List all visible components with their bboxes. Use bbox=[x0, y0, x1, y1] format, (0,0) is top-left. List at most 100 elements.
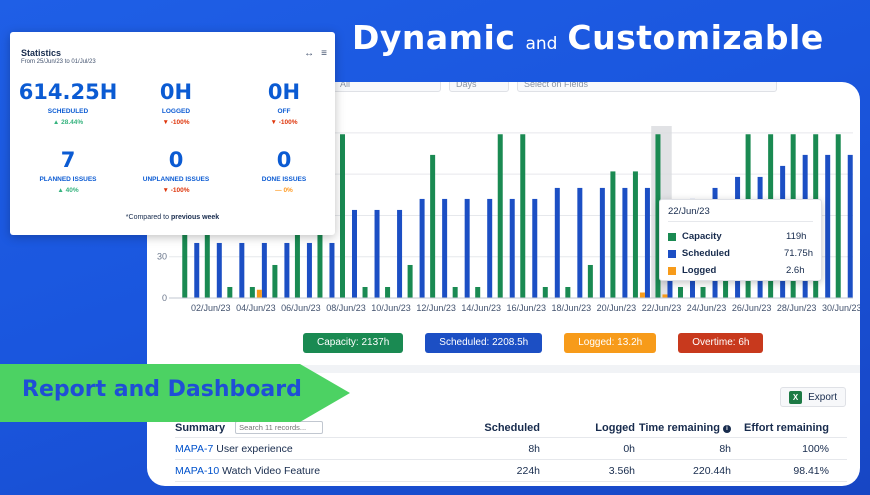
stat-value: 0 bbox=[168, 148, 184, 172]
stat-done-issues: 0 DONE ISSUES — 0% bbox=[230, 148, 338, 194]
search-input[interactable] bbox=[235, 421, 324, 434]
cell-time-remaining: 8h bbox=[719, 442, 731, 455]
x-tick-label: 24/Jun/23 bbox=[687, 303, 727, 313]
statistics-range: From 25/Jun/23 to 01/Jul/23 bbox=[21, 59, 96, 65]
comparison-note-period: previous week bbox=[170, 214, 220, 221]
col-time-remaining[interactable]: Time remaining i bbox=[635, 422, 731, 434]
bar-capacity bbox=[678, 286, 683, 298]
tooltip-row-capacity: Capacity 119h bbox=[668, 228, 813, 245]
tooltip-row-value: 71.75h bbox=[783, 248, 813, 259]
bar-scheduled bbox=[509, 198, 515, 298]
stat-off: 0H OFF ▼ -100% bbox=[230, 80, 338, 126]
bar-capacity bbox=[362, 286, 368, 298]
excel-icon: X bbox=[789, 390, 803, 404]
x-tick-label: 04/Jun/23 bbox=[236, 303, 276, 313]
col-logged[interactable]: Logged bbox=[595, 421, 635, 434]
comparison-note-prefix: *Compared to bbox=[125, 214, 169, 221]
bar-scheduled bbox=[194, 242, 200, 298]
info-icon[interactable]: i bbox=[723, 424, 731, 433]
filter-period[interactable]: Days bbox=[449, 82, 509, 92]
bar-capacity bbox=[249, 286, 255, 298]
bar-scheduled bbox=[464, 198, 470, 298]
stat-change: ▲ 28.44% bbox=[52, 119, 84, 126]
stat-label: DONE ISSUES bbox=[261, 176, 307, 183]
expand-icon[interactable]: ↔ bbox=[304, 48, 315, 59]
bar-capacity bbox=[587, 264, 593, 298]
tooltip-row-scheduled: Scheduled 71.75h bbox=[668, 245, 813, 262]
legend-pill-capacity[interactable]: Capacity: 2137h bbox=[303, 333, 404, 353]
bar-capacity bbox=[700, 286, 706, 298]
bar-capacity bbox=[452, 286, 458, 298]
issue-cell: MAPA-10 Watch Video Feature bbox=[175, 465, 320, 477]
bar-scheduled bbox=[644, 187, 650, 298]
x-tick-label: 22/Jun/23 bbox=[642, 303, 682, 313]
tooltip-row-logged: Logged 2.6h bbox=[668, 262, 813, 279]
headline-word-customizable: Customizable bbox=[567, 18, 824, 57]
stat-scheduled: 614.25H SCHEDULED ▲ 28.44% bbox=[14, 80, 122, 126]
stat-change: — 0% bbox=[275, 187, 293, 194]
bar-scheduled bbox=[442, 198, 448, 298]
bar-capacity bbox=[610, 171, 616, 298]
x-tick-label: 10/Jun/23 bbox=[371, 303, 411, 313]
summary-table: Summary Scheduled Logged Time remaining … bbox=[175, 418, 847, 482]
x-tick-label: 06/Jun/23 bbox=[281, 303, 321, 313]
filter-fields[interactable]: Select on Fields bbox=[517, 82, 777, 92]
x-tick-label: 14/Jun/23 bbox=[461, 303, 501, 313]
capacity-swatch bbox=[668, 232, 676, 241]
statistics-card: Statistics From 25/Jun/23 to 01/Jul/23 ↔… bbox=[10, 32, 335, 235]
bar-logged bbox=[662, 294, 668, 298]
tooltip-date: 22/Jun/23 bbox=[668, 206, 813, 222]
bar-capacity bbox=[723, 264, 729, 298]
tooltip-row-label: Scheduled bbox=[681, 248, 730, 259]
issue-key-link[interactable]: MAPA-10 bbox=[175, 464, 220, 477]
issue-title: Watch Video Feature bbox=[222, 464, 321, 477]
col-effort-remaining[interactable]: Effort remaining bbox=[744, 421, 829, 434]
export-button[interactable]: X Export bbox=[780, 387, 846, 407]
stat-value: 0H bbox=[159, 80, 193, 104]
bar-scheduled bbox=[847, 154, 853, 298]
bar-capacity bbox=[340, 134, 345, 298]
cell-logged: 3.56h bbox=[608, 464, 635, 477]
x-tick-label: 08/Jun/23 bbox=[326, 303, 366, 313]
y-tick-label: 30 bbox=[157, 252, 167, 262]
stat-label: PLANNED ISSUES bbox=[39, 176, 97, 183]
bar-capacity bbox=[542, 286, 548, 298]
table-row: MAPA-7 User experience 8h 0h 8h 100% bbox=[175, 438, 847, 460]
stat-change: ▼ -100% bbox=[270, 119, 298, 126]
stat-planned-issues: 7 PLANNED ISSUES ▲ 40% bbox=[14, 148, 122, 194]
menu-icon[interactable]: ≡ bbox=[321, 48, 327, 59]
bar-scheduled bbox=[622, 187, 628, 298]
stat-label: SCHEDULED bbox=[47, 108, 89, 115]
bar-scheduled bbox=[329, 242, 335, 298]
bar-scheduled bbox=[554, 187, 560, 298]
cell-effort-remaining: 98.41% bbox=[793, 464, 829, 477]
cell-scheduled: 224h bbox=[516, 464, 540, 477]
stat-value: 7 bbox=[60, 148, 76, 172]
headline-and: and bbox=[525, 34, 558, 54]
tooltip-row-value: 2.6h bbox=[786, 265, 805, 276]
tooltip-row-label: Logged bbox=[682, 265, 717, 276]
bar-scheduled bbox=[487, 198, 493, 298]
issue-key-link[interactable]: MAPA-7 bbox=[175, 442, 214, 455]
y-tick-label: 0 bbox=[162, 293, 167, 303]
legend-pill-overtime[interactable]: Overtime: 6h bbox=[678, 333, 764, 353]
stat-change: ▼ -100% bbox=[162, 119, 190, 126]
bar-capacity bbox=[520, 134, 526, 298]
filter-bar: All Days Select on Fields bbox=[147, 82, 860, 108]
bar-capacity bbox=[385, 286, 391, 298]
tooltip-row-label: Capacity bbox=[682, 231, 722, 242]
bar-scheduled bbox=[374, 209, 380, 298]
bar-scheduled bbox=[599, 187, 605, 298]
bar-scheduled bbox=[306, 242, 312, 298]
legend-pill-scheduled[interactable]: Scheduled: 2208.5h bbox=[425, 333, 543, 353]
chart-legend: Capacity: 2137h Scheduled: 2208.5h Logge… bbox=[303, 333, 764, 353]
col-scheduled[interactable]: Scheduled bbox=[484, 421, 540, 434]
legend-pill-logged[interactable]: Logged: 13.2h bbox=[564, 333, 657, 353]
bar-logged bbox=[639, 292, 645, 298]
x-tick-label: 28/Jun/23 bbox=[777, 303, 817, 313]
bar-scheduled bbox=[239, 242, 245, 298]
bar-scheduled bbox=[216, 242, 222, 298]
filter-assignee[interactable]: All bbox=[333, 82, 441, 92]
section-divider bbox=[147, 365, 860, 373]
tooltip-row-value: 119h bbox=[786, 231, 807, 242]
